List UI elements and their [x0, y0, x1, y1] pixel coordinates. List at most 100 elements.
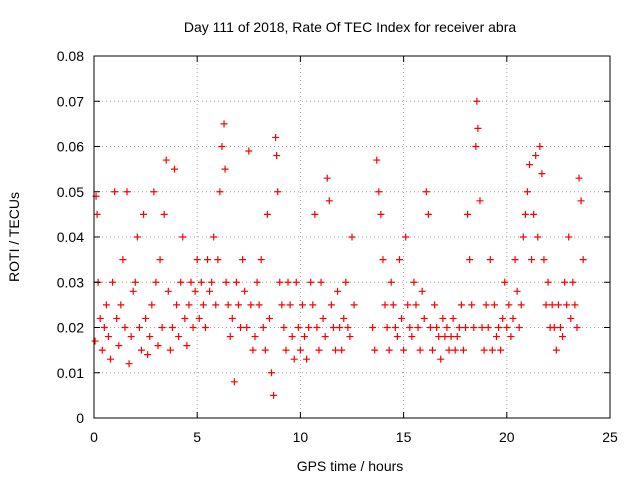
- data-point: [288, 333, 296, 341]
- data-point: [534, 233, 542, 241]
- data-point: [173, 301, 181, 309]
- data-point: [265, 314, 273, 322]
- data-point: [412, 301, 420, 309]
- data-point: [459, 346, 467, 354]
- data-point: [466, 256, 474, 264]
- data-point: [381, 301, 389, 309]
- data-point: [567, 314, 575, 322]
- data-point: [201, 324, 209, 331]
- y-tick-label: 0.03: [57, 274, 84, 290]
- data-point: [107, 355, 115, 363]
- data-point: [296, 346, 304, 354]
- data-point: [286, 301, 294, 309]
- data-point: [420, 314, 428, 322]
- data-point: [96, 314, 104, 322]
- data-point: [383, 324, 391, 331]
- data-point: [561, 278, 569, 286]
- data-point: [507, 333, 515, 341]
- data-point: [443, 324, 451, 331]
- data-point: [325, 197, 333, 205]
- y-axis-label: ROTI / TECUs: [6, 192, 22, 282]
- data-point: [166, 346, 174, 354]
- data-point: [224, 301, 232, 309]
- data-point: [445, 346, 453, 354]
- data-point: [391, 324, 399, 331]
- data-point: [431, 301, 439, 309]
- data-point: [402, 233, 410, 241]
- data-point: [511, 256, 519, 264]
- data-point: [129, 287, 137, 295]
- data-point: [389, 301, 397, 309]
- data-point: [559, 333, 567, 341]
- data-point: [490, 301, 498, 309]
- data-point: [152, 278, 160, 286]
- data-point: [150, 188, 158, 196]
- data-point: [109, 278, 117, 286]
- data-point: [579, 256, 587, 264]
- data-point: [187, 278, 195, 286]
- data-point: [273, 152, 281, 160]
- data-point: [424, 210, 432, 218]
- data-point: [311, 210, 319, 218]
- data-point: [348, 233, 356, 241]
- data-point: [121, 324, 129, 331]
- data-point: [503, 324, 511, 331]
- data-point: [509, 314, 517, 322]
- data-point: [548, 301, 556, 309]
- data-point: [111, 188, 119, 196]
- data-point: [492, 333, 500, 341]
- data-point: [552, 346, 560, 354]
- data-point: [340, 314, 348, 322]
- data-point: [400, 346, 408, 354]
- data-point: [321, 333, 329, 341]
- data-point: [480, 346, 488, 354]
- data-point: [284, 278, 292, 286]
- data-point: [495, 324, 503, 331]
- data-point: [237, 324, 245, 331]
- data-point: [462, 324, 470, 331]
- data-point: [214, 256, 222, 264]
- data-point: [234, 301, 242, 309]
- data-point: [230, 378, 238, 386]
- data-point: [243, 324, 251, 331]
- data-point: [183, 342, 191, 350]
- data-point: [569, 278, 577, 286]
- data-point: [404, 301, 412, 309]
- data-point: [216, 188, 224, 196]
- data-point: [282, 346, 290, 354]
- x-tick-label: 10: [293, 429, 309, 445]
- data-point: [274, 188, 282, 196]
- data-point: [473, 97, 481, 105]
- x-axis: 0 5 10 15 20 25: [90, 56, 618, 445]
- data-point: [433, 324, 441, 331]
- data-point: [268, 369, 276, 377]
- data-point: [270, 391, 278, 399]
- data-point: [474, 124, 482, 132]
- y-tick-label: 0.05: [57, 184, 84, 200]
- data-point: [563, 301, 571, 309]
- data-point: [255, 301, 263, 309]
- x-tick-label: 15: [396, 429, 412, 445]
- data-point: [162, 156, 170, 164]
- data-point: [168, 324, 176, 331]
- data-point: [371, 346, 379, 354]
- data-point: [334, 287, 342, 295]
- data-point: [221, 165, 229, 173]
- data-point: [517, 301, 525, 309]
- data-point: [137, 346, 145, 354]
- data-point: [428, 346, 436, 354]
- data-point: [455, 324, 463, 331]
- data-point: [416, 346, 424, 354]
- data-point: [148, 301, 156, 309]
- data-point: [98, 346, 106, 354]
- y-tick-label: 0: [76, 410, 84, 426]
- data-point: [160, 210, 168, 218]
- data-point: [158, 324, 166, 331]
- y-tick-label: 0.01: [57, 365, 84, 381]
- data-point: [131, 278, 139, 286]
- data-point: [156, 256, 164, 264]
- data-point: [259, 324, 267, 331]
- data-point: [536, 143, 544, 150]
- data-point: [146, 333, 154, 341]
